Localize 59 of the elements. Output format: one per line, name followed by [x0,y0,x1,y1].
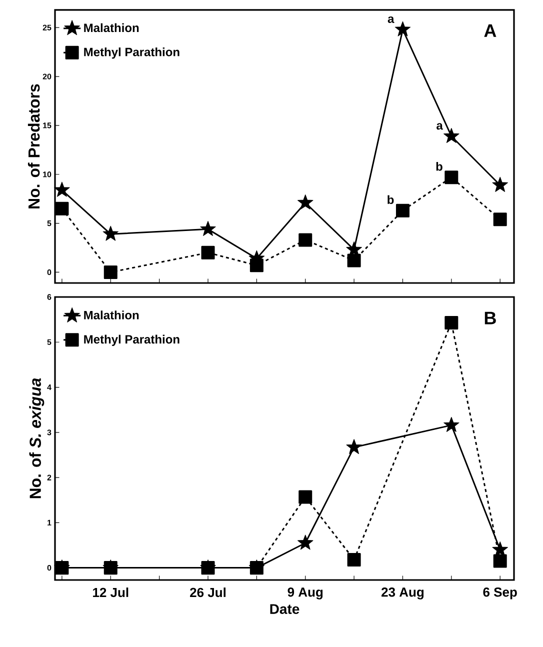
annotation: a [436,123,443,130]
point [250,561,264,575]
y-tick-label: 3 [47,430,52,436]
x-tick-label: 23 Aug [382,588,424,600]
annotation: a [388,16,394,24]
point [54,182,70,197]
x-tick-label: 6 Sep [483,588,517,600]
point [298,233,312,247]
point [492,542,508,556]
y-axis-title: No. of Predators [28,84,40,208]
y-tick-label: 10 [43,172,52,178]
y-tick-label: 0 [47,269,52,276]
point [492,176,508,192]
point [347,254,361,268]
annotation: b [388,195,394,204]
point [493,212,507,226]
point [298,194,314,210]
legend-label: Malathion [84,23,139,32]
x-tick-label: 9 Aug [288,588,323,600]
point [444,128,460,143]
legend-label: Malathion [84,310,139,320]
point [102,226,118,241]
legend-label: Methyl Parathion [84,334,180,346]
y-tick-label: 2 [47,474,52,480]
y-tick-label: 0 [47,564,52,571]
point [201,246,215,260]
point [493,554,507,568]
point [55,561,69,575]
point [55,202,69,216]
y-tick-label: 4 [47,384,52,390]
point [347,552,361,566]
point [444,416,460,432]
annotation: B [484,312,496,324]
x-tick-label: 26 Jul [190,588,226,598]
point [396,204,410,218]
y-tick-label: 6 [47,294,52,300]
y-axis-title: No. of S. exigua [29,378,44,498]
point [201,561,215,575]
point [444,316,458,330]
y-tick-label: 5 [47,220,52,226]
x-axis-title: Date [270,604,300,614]
y-tick-label: 25 [42,24,52,30]
x-tick-label: 12 Jul [93,588,128,598]
y-tick-label: 5 [47,339,52,345]
point [200,220,216,236]
point [346,439,362,454]
annotation: A [484,24,496,37]
point [444,170,458,184]
point [394,21,411,36]
point [298,490,312,504]
legend-label: Methyl Parathion [84,47,180,59]
y-tick-label: 15 [43,122,52,128]
y-tick-label: 20 [42,74,52,80]
point [250,258,264,272]
point [104,265,118,279]
y-tick-label: 1 [48,520,52,526]
annotation: b [436,162,442,171]
point [104,561,118,575]
point [298,534,314,550]
